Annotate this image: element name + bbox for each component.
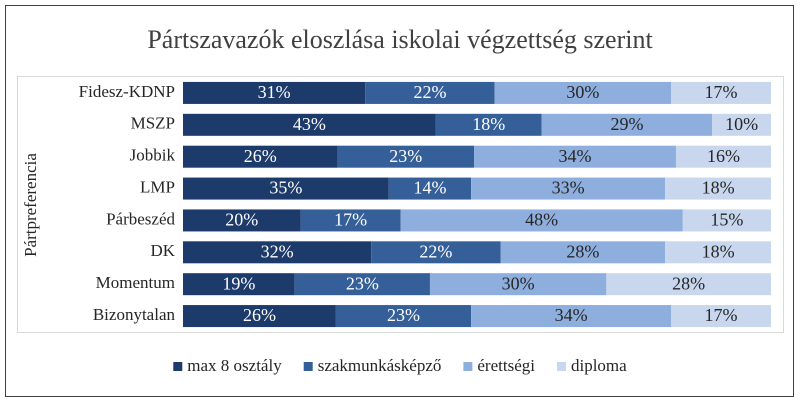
data-label: 33% xyxy=(552,178,585,198)
bar-segment xyxy=(606,273,771,296)
data-label: 30% xyxy=(502,273,535,293)
bar-segment xyxy=(388,177,472,200)
data-label: 23% xyxy=(346,273,379,293)
data-label: 23% xyxy=(389,146,422,166)
legend-marker xyxy=(463,362,473,371)
data-label: 17% xyxy=(334,210,367,230)
data-label: 31% xyxy=(258,82,291,102)
bar-segment xyxy=(371,241,501,264)
data-label: 32% xyxy=(261,241,294,261)
bar-segment xyxy=(675,145,771,168)
data-label: 15% xyxy=(710,210,743,230)
bar-segment xyxy=(183,113,436,136)
bar-segment xyxy=(300,209,401,232)
bar-segment xyxy=(494,81,672,104)
bar-segment xyxy=(429,273,607,296)
legend-label: diploma xyxy=(571,356,627,375)
data-label: 17% xyxy=(705,305,738,325)
data-label: 30% xyxy=(566,82,599,102)
y-tick-label: MSZP xyxy=(131,114,175,133)
bar-segment xyxy=(183,241,372,264)
data-label: 48% xyxy=(525,210,558,230)
data-label: 43% xyxy=(293,114,326,134)
bar-segment xyxy=(183,177,389,200)
data-label: 26% xyxy=(244,146,277,166)
bar-segment xyxy=(671,81,771,104)
data-label: 14% xyxy=(413,178,446,198)
plot-frame xyxy=(17,76,784,333)
bar-segment xyxy=(471,305,672,328)
frame xyxy=(5,5,794,397)
data-label: 16% xyxy=(707,146,740,166)
legend-marker xyxy=(173,362,183,371)
y-tick-label: Jobbik xyxy=(130,146,176,165)
legend-marker xyxy=(303,362,313,371)
data-label: 22% xyxy=(419,241,452,261)
y-tick-label: Fidesz-KDNP xyxy=(79,82,175,101)
bar-segment xyxy=(183,209,301,232)
bar-segment xyxy=(183,305,336,328)
bar-segment xyxy=(337,145,475,168)
y-axis-title: Pártpreferencia xyxy=(21,153,40,257)
data-label: 10% xyxy=(725,114,758,134)
data-label: 26% xyxy=(243,305,276,325)
legend-label: max 8 osztály xyxy=(187,356,282,375)
bar-segment xyxy=(365,81,495,104)
bar-segment xyxy=(682,209,771,232)
bar-segment xyxy=(471,177,666,200)
data-label: 18% xyxy=(472,114,505,134)
legend-label: szakmunkásképző xyxy=(318,356,442,375)
data-label: 28% xyxy=(672,273,705,293)
bar-segment xyxy=(541,113,713,136)
data-label: 19% xyxy=(222,273,255,293)
chart-title: Pártszavazók eloszlása iskolai végzettsé… xyxy=(147,25,653,54)
data-label: 29% xyxy=(610,114,643,134)
y-tick-label: Momentum xyxy=(96,273,175,292)
legend-marker xyxy=(556,362,566,371)
data-label: 18% xyxy=(702,178,735,198)
data-label: 23% xyxy=(387,305,420,325)
y-tick-label: LMP xyxy=(140,177,175,196)
bar-segment xyxy=(400,209,683,232)
bar-segment xyxy=(665,177,771,200)
data-label: 34% xyxy=(555,305,588,325)
legend-label: érettségi xyxy=(477,356,535,375)
bar-segment xyxy=(335,305,472,328)
y-tick-label: Párbeszéd xyxy=(106,209,175,228)
bar-segment xyxy=(665,241,771,264)
bar-segment xyxy=(712,113,771,136)
bar-segment xyxy=(474,145,676,168)
data-label: 20% xyxy=(225,210,258,230)
data-label: 17% xyxy=(705,82,738,102)
legend: max 8 osztály szakmunkásképző érettségi dip… xyxy=(173,356,627,375)
bar-segment xyxy=(183,145,338,168)
bar-segment xyxy=(183,273,295,296)
data-label: 35% xyxy=(269,178,302,198)
y-tick-label: Bizonytalan xyxy=(93,305,176,324)
data-label: 34% xyxy=(559,146,592,166)
bar-segment xyxy=(500,241,666,264)
data-label: 22% xyxy=(413,82,446,102)
data-label: 18% xyxy=(702,241,735,261)
bar-segment xyxy=(183,81,366,104)
bar-segment xyxy=(671,305,771,328)
bar-segment xyxy=(435,113,542,136)
y-tick-label: DK xyxy=(150,241,175,260)
bar-segment xyxy=(294,273,430,296)
data-label: 28% xyxy=(566,241,599,261)
